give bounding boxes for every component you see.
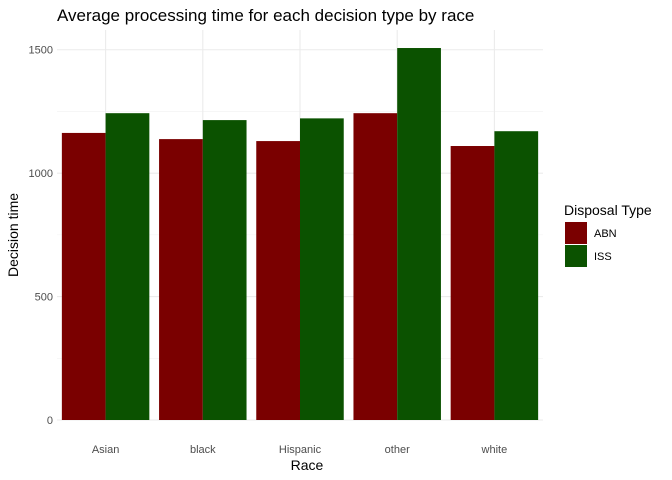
bar-abn-asian: [61, 132, 106, 421]
legend-key-abn: [565, 222, 587, 244]
legend: Disposal Type ABN ISS: [564, 202, 652, 267]
y-tick-label: 0: [47, 415, 53, 427]
bar-abn-hispanic: [256, 141, 300, 421]
y-tick-label: 1500: [29, 45, 53, 57]
bars: [61, 48, 539, 421]
y-tick-label: 1000: [29, 168, 53, 180]
x-tick-labels: Asian black Hispanic other white: [92, 444, 507, 456]
x-tick-label: Asian: [92, 444, 120, 456]
legend-label-abn: ABN: [594, 228, 617, 240]
y-tick-labels: 0 500 1000 1500: [29, 45, 53, 427]
bar-iss-white: [494, 131, 539, 421]
bar-abn-white: [450, 146, 495, 420]
bar-iss-hispanic: [300, 118, 344, 420]
legend-key-iss: [565, 245, 587, 267]
bar-abn-other: [353, 113, 398, 421]
legend-label-iss: ISS: [594, 251, 612, 263]
x-tick-label: Hispanic: [279, 444, 322, 456]
bar-abn-black: [159, 139, 203, 421]
bar-iss-black: [202, 120, 247, 420]
bar-iss-asian: [105, 113, 150, 421]
bar-iss-other: [397, 48, 441, 421]
y-tick-label: 500: [35, 292, 53, 304]
x-tick-label: black: [190, 444, 216, 456]
x-axis-title: Race: [291, 457, 324, 473]
x-tick-label: other: [385, 444, 410, 456]
chart-title: Average processing time for each decisio…: [57, 6, 474, 25]
y-axis-title: Decision time: [5, 193, 21, 277]
x-tick-label: white: [481, 444, 508, 456]
legend-title: Disposal Type: [564, 202, 652, 218]
